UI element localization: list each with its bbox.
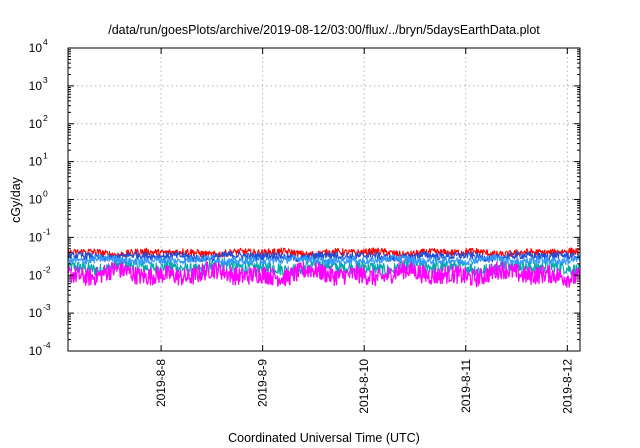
x-tick-label: 2019-8-12 [560,359,574,414]
series-line [67,254,581,266]
y-tick-exponent: -2 [43,264,51,274]
y-tick-label: 10 [29,155,43,169]
y-tick-exponent: 2 [43,113,48,123]
x-axis-label: Coordinated Universal Time (UTC) [228,431,420,445]
y-tick-label: 10 [29,344,43,358]
x-tick-label: 2019-8-8 [154,359,168,407]
y-tick-exponent: 3 [43,75,48,85]
series-line [67,260,581,288]
x-axis: 2019-8-8 2019-8-9 2019-8-10 2019-8-11 2019-8… [154,48,574,414]
y-tick-exponent: -1 [43,226,51,236]
x-tick-label: 2019-8-10 [357,359,371,414]
y-tick-label: 10 [29,268,43,282]
x-tick-label: 2019-8-11 [459,359,473,413]
y-tick-label: 10 [29,117,43,131]
y-tick-label: 10 [29,306,43,320]
y-tick-exponent: 1 [43,151,48,161]
y-tick-exponent: -3 [43,302,51,312]
y-tick-label: 10 [29,79,43,93]
x-tick-label: 2019-8-9 [256,359,270,407]
y-axis-label: cGy/day [9,176,23,223]
y-tick-label: 10 [29,230,43,244]
y-tick-label: 10 [29,193,43,207]
grid-lines [68,48,580,351]
y-tick-exponent: 0 [43,189,48,199]
chart-title: /data/run/goesPlots/archive/2019-08-12/0… [108,23,540,37]
y-tick-exponent: 4 [43,37,48,47]
series-layer [67,247,581,288]
y-tick-label: 10 [29,41,43,55]
y-tick-exponent: -4 [43,340,51,350]
